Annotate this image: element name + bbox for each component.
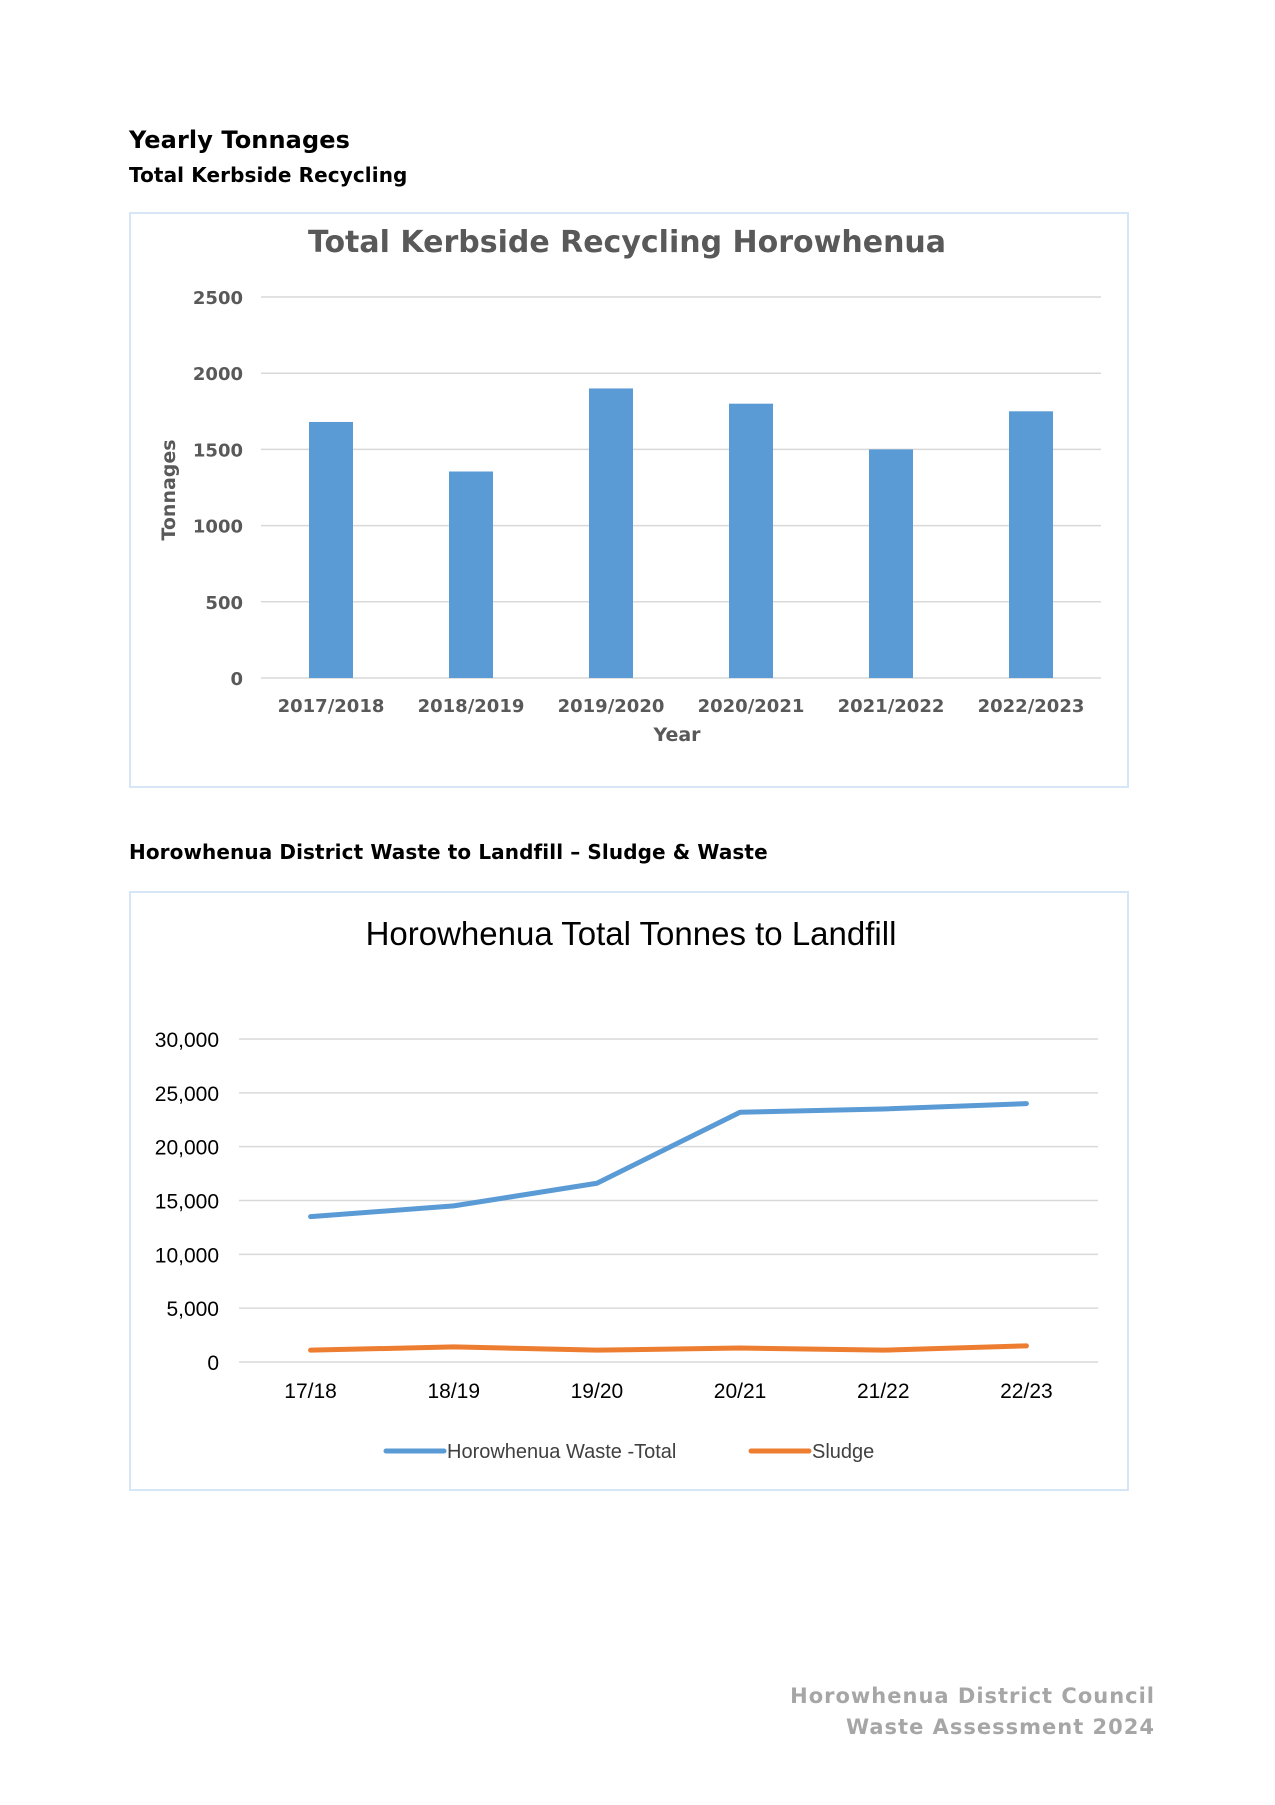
y-tick-label: 2500 [193, 288, 243, 309]
line-chart-canvas: Horowhenua Total Tonnes to Landfill 0 5,0… [155, 915, 1098, 1463]
bar [869, 449, 913, 678]
footer-document-title: Waste Assessment 2024 [845, 1715, 1155, 1739]
series-line [308, 1343, 1029, 1353]
y-tick-label: 10,000 [155, 1244, 219, 1267]
line-chart-title: Horowhenua Total Tonnes to Landfill [366, 915, 897, 952]
x-tick-label: 2017/2018 [278, 696, 385, 717]
y-tick-label: 1500 [193, 440, 243, 461]
x-tick-label: 2020/2021 [698, 696, 805, 717]
y-tick-label: 5,000 [166, 1298, 219, 1321]
legend-label: Sludge [812, 1441, 874, 1463]
bar-chart-y-ticks: 0 500 1000 1500 2000 2500 [193, 288, 243, 690]
line-chart-legend: Horowhenua Waste -Total Sludge [383, 1441, 874, 1463]
footer-organisation: Horowhenua District Council [790, 1684, 1155, 1708]
line-chart-series [308, 1101, 1029, 1353]
y-tick-label: 1000 [193, 517, 243, 538]
y-tick-label: 0 [207, 1352, 219, 1375]
bar [729, 403, 773, 678]
x-tick-label: 21/22 [857, 1380, 910, 1403]
x-tick-label: 19/20 [571, 1380, 624, 1403]
section-heading-recycling: Total Kerbside Recycling [129, 163, 408, 187]
line-chart-x-ticks: 17/18 18/19 19/20 20/21 21/22 22/23 [284, 1380, 1052, 1403]
y-tick-label: 25,000 [155, 1083, 219, 1106]
series-line [308, 1101, 1029, 1220]
y-tick-label: 15,000 [155, 1191, 219, 1214]
bar-chart-y-axis-label: Tonnages [158, 439, 180, 540]
section-heading-landfill: Horowhenua District Waste to Landfill – … [129, 840, 768, 864]
y-tick-label: 500 [205, 593, 243, 614]
line-chart-gridlines [239, 1038, 1098, 1363]
x-tick-label: 17/18 [284, 1380, 337, 1403]
line-chart-y-ticks: 0 5,000 10,000 15,000 20,000 25,000 30,000 [155, 1029, 219, 1375]
x-tick-label: 2022/2023 [978, 696, 1085, 717]
bar-chart-title: Total Kerbside Recycling Horowhenua [308, 225, 946, 260]
bar [309, 421, 353, 678]
page-heading: Yearly Tonnages [129, 126, 350, 154]
landfill-line-chart: Horowhenua Total Tonnes to Landfill 0 5,0… [129, 891, 1129, 1491]
x-tick-label: 20/21 [714, 1380, 767, 1403]
bar [589, 388, 633, 678]
x-tick-label: 2018/2019 [418, 696, 525, 717]
bar-chart-gridlines [261, 296, 1101, 679]
y-tick-label: 0 [230, 669, 243, 690]
bar-chart-x-ticks: 2017/2018 2018/2019 2019/2020 2020/2021 2021… [278, 696, 1085, 717]
legend-label: Horowhenua Waste -Total [447, 1441, 676, 1463]
bar [1009, 411, 1053, 678]
y-tick-label: 2000 [193, 364, 243, 385]
bar-chart-canvas: Total Kerbside Recycling Horowhenua 0 500… [158, 225, 1101, 746]
recycling-bar-chart: Total Kerbside Recycling Horowhenua 0 500… [129, 212, 1129, 788]
x-tick-label: 18/19 [427, 1380, 480, 1403]
x-tick-label: 2019/2020 [558, 696, 665, 717]
y-tick-label: 20,000 [155, 1137, 219, 1160]
bar-chart-x-axis-label: Year [652, 724, 701, 746]
bar-chart-bars [309, 388, 1053, 678]
x-tick-label: 22/23 [1000, 1380, 1053, 1403]
y-tick-label: 30,000 [155, 1029, 219, 1052]
bar [449, 471, 493, 678]
x-tick-label: 2021/2022 [838, 696, 945, 717]
